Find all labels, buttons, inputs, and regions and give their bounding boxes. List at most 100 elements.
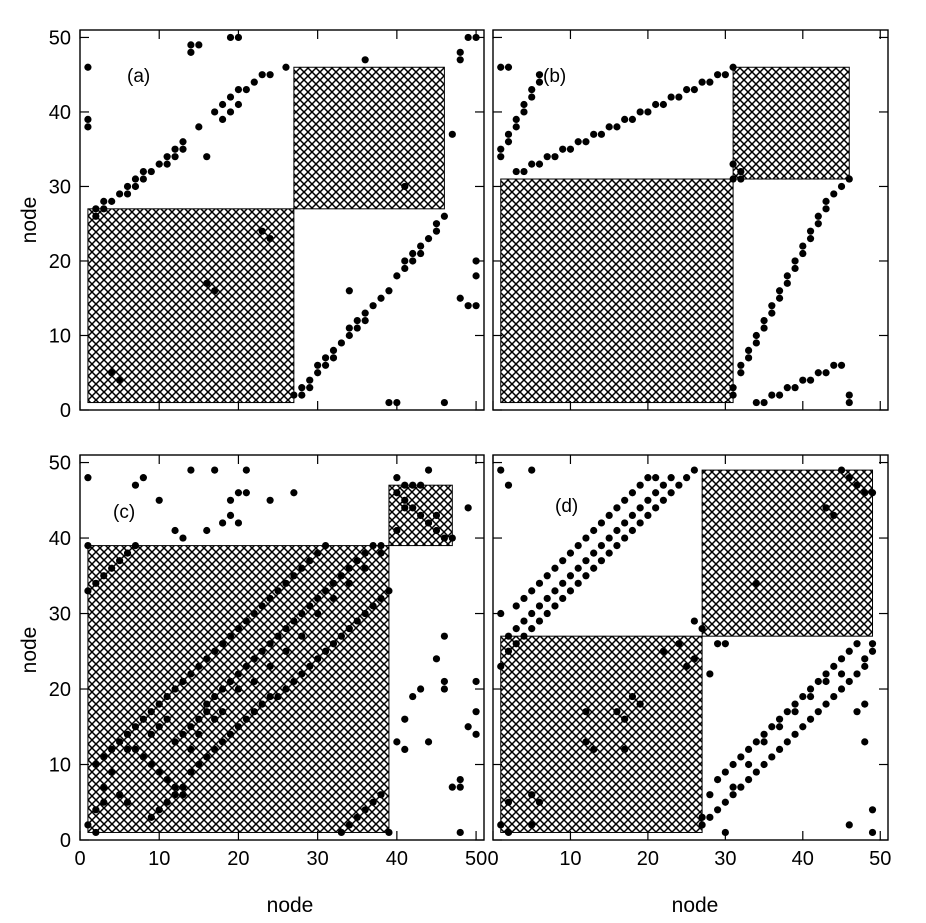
data-point	[714, 71, 722, 79]
data-point	[203, 279, 211, 287]
data-point	[868, 640, 877, 648]
data-point	[250, 609, 258, 618]
data-point	[401, 715, 409, 723]
data-point	[590, 526, 598, 535]
data-point	[613, 504, 621, 512]
data-point	[361, 609, 369, 618]
data-point	[417, 249, 425, 258]
data-point	[147, 760, 155, 769]
data-point	[830, 190, 838, 198]
data-point	[853, 708, 861, 716]
data-point	[393, 474, 401, 482]
data-point	[775, 723, 784, 731]
data-point	[698, 625, 706, 633]
data-point	[814, 677, 822, 686]
data-point	[266, 235, 274, 243]
data-point	[432, 526, 441, 535]
x-tick-label: 0	[74, 848, 85, 870]
data-point	[123, 730, 132, 738]
data-point	[853, 670, 861, 678]
data-point	[472, 302, 480, 310]
data-point	[306, 376, 314, 384]
data-point	[92, 579, 100, 587]
data-point	[799, 242, 807, 250]
data-point	[512, 602, 520, 610]
data-point	[448, 534, 456, 542]
data-point	[266, 594, 274, 603]
data-point	[737, 167, 745, 176]
data-point	[574, 564, 582, 572]
data-point	[799, 376, 807, 384]
data-point	[131, 745, 140, 754]
data-point	[582, 572, 590, 580]
data-point	[791, 264, 799, 273]
y-axis-label-top: node	[18, 197, 41, 244]
data-point	[218, 100, 227, 109]
data-point	[321, 587, 330, 595]
data-point	[814, 220, 822, 228]
data-point	[321, 647, 330, 655]
data-point	[706, 791, 714, 799]
data-point	[861, 662, 869, 670]
data-point	[597, 130, 606, 138]
data-point	[822, 670, 830, 678]
block-2	[293, 66, 445, 210]
data-point	[775, 294, 784, 302]
data-point	[714, 640, 722, 648]
data-point	[401, 504, 409, 512]
data-point	[171, 526, 179, 535]
data-point	[377, 791, 385, 799]
panel-a: 0 10 20 30 40 50 (a)	[49, 27, 485, 422]
data-point	[131, 541, 140, 550]
data-point	[242, 466, 250, 474]
data-point	[472, 708, 480, 716]
data-point	[329, 579, 338, 587]
data-point	[187, 48, 195, 56]
data-point	[242, 715, 250, 723]
data-point	[830, 361, 838, 369]
data-point	[440, 534, 448, 542]
data-point	[155, 700, 163, 708]
y-tick-label: 30	[49, 604, 71, 626]
x-tick-label: 20	[637, 848, 659, 870]
data-point	[361, 564, 369, 572]
data-point	[683, 86, 691, 94]
data-point	[226, 511, 235, 519]
data-point	[667, 489, 675, 497]
data-point	[456, 48, 464, 56]
data-point	[845, 647, 853, 655]
panel-label: (b)	[543, 66, 566, 87]
block-1	[500, 635, 703, 833]
data-point	[456, 828, 464, 837]
data-point	[385, 287, 393, 295]
data-point	[729, 783, 737, 791]
data-point	[290, 489, 298, 497]
data-point	[744, 346, 753, 354]
data-point	[551, 587, 559, 595]
data-point	[783, 279, 791, 287]
data-point	[690, 617, 698, 625]
y-tick-label: 20	[49, 251, 71, 273]
data-point	[92, 205, 100, 213]
data-point	[195, 123, 203, 131]
data-point	[179, 791, 187, 799]
y-tick-label: 20	[49, 679, 71, 701]
data-point	[211, 715, 219, 723]
data-point	[337, 828, 346, 837]
data-point	[675, 481, 683, 489]
data-point	[644, 108, 652, 116]
data-point	[582, 534, 590, 542]
data-point	[683, 474, 691, 482]
data-point	[377, 594, 385, 603]
data-point	[690, 655, 698, 663]
data-point	[393, 272, 401, 280]
data-point	[345, 287, 353, 295]
data-point	[822, 677, 830, 686]
data-point	[497, 145, 505, 153]
data-point	[139, 167, 147, 176]
data-point	[760, 760, 768, 769]
data-point	[234, 625, 243, 633]
data-point	[652, 100, 660, 109]
data-point	[409, 481, 417, 489]
data-point	[543, 153, 551, 161]
